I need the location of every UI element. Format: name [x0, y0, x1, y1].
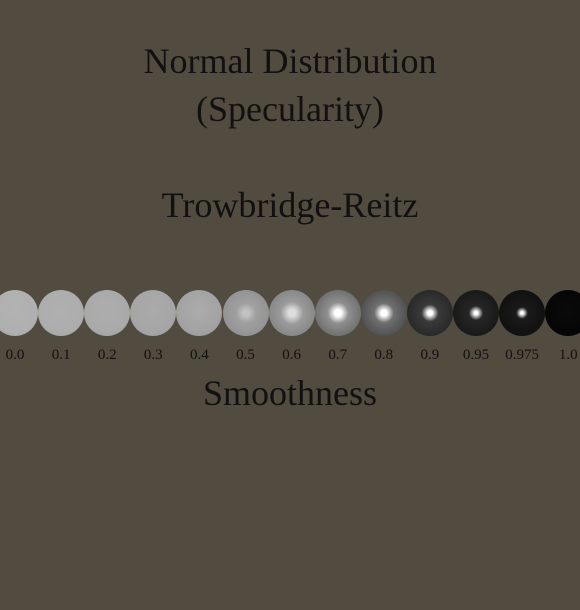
tick-label-1.0: 1.0 [558, 347, 578, 363]
tick-label-0.3: 0.3 [143, 347, 163, 363]
tick-label-0.5: 0.5 [236, 347, 255, 363]
sphere-smoothness-0.3 [130, 290, 177, 336]
sphere-smoothness-0.9 [406, 290, 453, 336]
sphere-smoothness-0.8 [360, 290, 407, 336]
tick-label-0.1: 0.1 [51, 347, 71, 363]
tick-label-0.975: 0.975 [505, 347, 539, 363]
sphere-smoothness-0.7 [314, 290, 361, 336]
tick-label-0.0: 0.0 [5, 347, 25, 363]
tick-label-0.2: 0.2 [97, 347, 117, 363]
sphere-smoothness-1.0 [545, 290, 580, 336]
sphere-row: 0.0 0.1 0.2 0.3 0.4 0.5 0.6 0.7 0.8 0.9 0.95 0.975 1… [0, 290, 580, 370]
tick-label-0.4: 0.4 [190, 347, 209, 363]
sphere-smoothness-0.5 [222, 290, 269, 336]
sphere-smoothness-0.6 [268, 290, 315, 336]
tick-label-0.7: 0.7 [328, 347, 348, 363]
tick-label-0.6: 0.6 [282, 347, 301, 363]
sphere-smoothness-0.0 [0, 290, 38, 336]
sphere-smoothness-0.2 [84, 290, 131, 336]
tick-label-0.95: 0.95 [462, 347, 490, 363]
diagram-title-line-1: Normal Distribution [143, 41, 437, 81]
sphere-smoothness-0.975 [499, 290, 546, 336]
tick-label-0.8: 0.8 [374, 347, 394, 363]
diagram-title-line-2: (Specularity) [196, 89, 384, 129]
sphere-smoothness-0.4 [176, 290, 223, 336]
axis-label-smoothness: Smoothness [202, 373, 378, 413]
tick-label-0.9: 0.9 [420, 347, 440, 363]
sphere-smoothness-0.95 [453, 290, 499, 336]
diagram-subtitle: Trowbridge-Reitz [161, 185, 419, 225]
sphere-smoothness-0.1 [38, 290, 85, 336]
